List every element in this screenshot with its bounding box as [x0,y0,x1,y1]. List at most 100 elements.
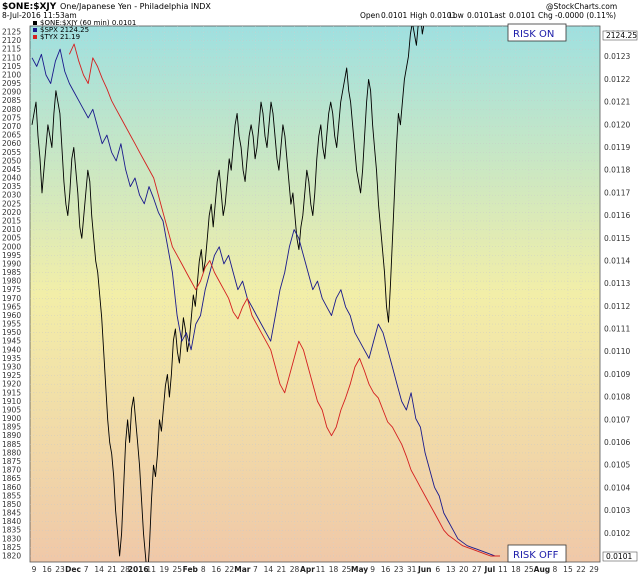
x-tick-label: 21 [277,565,287,574]
left-tick-label: 1985 [2,268,21,277]
x-tick-label: 23 [394,565,404,574]
left-tick-label: 2085 [2,96,21,105]
x-tick-label: May [351,565,368,574]
legend-swatch-spx [33,28,37,32]
right-tick-label: 0.0109 [604,370,630,379]
left-tick-label: 1900 [2,414,21,423]
right-tick-label: 0.0110 [604,347,630,356]
x-tick-label: 19 [159,565,169,574]
right-tick-label: 0.0107 [604,415,630,424]
risk-on-box [507,23,567,42]
series-line-xjy [31,26,425,562]
x-tick-label: Feb [183,565,199,574]
right-tick-label: 0.0117 [604,188,630,197]
right-tick-label: 0.0105 [604,461,630,470]
legend-label-spx: $SPX 2124.25 [40,26,89,34]
left-tick-label: 1890 [2,431,21,440]
last-value: 0.0101 [509,11,535,20]
series-line-tyx [68,43,500,557]
left-tick-label: 2110 [2,53,21,62]
x-tick-label: 25 [524,565,534,574]
left-tick-label: 1905 [2,405,21,414]
legend: $ONE:$XJY (60 min) 0.0101 $SPX 2124.25 $… [33,19,136,41]
left-tick-label: 2105 [2,62,21,71]
x-tick-label: 11 [146,565,156,574]
x-tick-label: 13 [446,565,456,574]
left-tick-label: 1990 [2,259,21,268]
x-tick-label: 28 [120,565,130,574]
x-tick-label: 15 [563,565,573,574]
x-tick-label: 25 [172,565,182,574]
left-tick-label: 1820 [2,552,21,561]
left-tick-label: 2015 [2,216,21,225]
x-tick-label: 18 [329,565,339,574]
left-tick-label: 2045 [2,165,21,174]
left-tick-label: 2060 [2,139,21,148]
legend-swatch-tyx [33,35,37,39]
risk-off-annotation: RISK OFF [507,544,567,563]
x-tick-label: Jul [483,565,495,574]
legend-swatch-xjy [33,21,37,25]
left-tick-label: 1940 [2,345,21,354]
right-tick-label: 0.0108 [604,393,630,402]
left-tick-label: 1860 [2,483,21,492]
x-tick-label: Apr [300,565,315,574]
left-tick-label: 1960 [2,311,21,320]
x-tick-label: 11 [498,565,508,574]
left-tick-label: 2070 [2,122,21,131]
right-tick-label: 0.0118 [604,166,630,175]
left-tick-label: 2005 [2,234,21,243]
risk-on-annotation: RISK ON [507,23,567,42]
x-tick-label: 20 [459,565,469,574]
chg-label: Chg [538,11,553,20]
left-tick-label: 2100 [2,70,21,79]
left-tick-label: 1965 [2,302,21,311]
left-tick-label: 1945 [2,337,21,346]
left-tick-label: 2120 [2,36,21,45]
left-tick-label: 2030 [2,191,21,200]
left-tick-label: 2050 [2,156,21,165]
right-tick-label: 0.0104 [604,483,630,492]
chg-value: -0.0000 (0.11%) [555,11,616,20]
x-tick-label: 7 [253,565,258,574]
high-value: 0.0101 [430,11,456,20]
x-tick-label: 16 [212,565,222,574]
left-tick-label: 2115 [2,45,21,54]
left-tick-label: 1980 [2,277,21,286]
left-tick-label: 2075 [2,113,21,122]
right-tick-label: 0.0123 [604,52,630,61]
left-tick-label: 1850 [2,500,21,509]
left-tick-label: 2090 [2,88,21,97]
left-tick-label: 1995 [2,251,21,260]
left-tick-label: 2055 [2,148,21,157]
x-tick-label: 14 [264,565,274,574]
risk-on-label: RISK ON [513,29,554,40]
left-tick-label: 1935 [2,354,21,363]
brand-mark: @StockCharts.com [546,2,617,11]
series-line-spx [31,48,500,557]
left-tick-label: 1825 [2,543,21,552]
x-tick-label: Jun [417,565,431,574]
left-tick-label: 2035 [2,182,21,191]
x-tick-label: 8 [553,565,558,574]
left-tick-label: 1895 [2,423,21,432]
left-tick-label: 2125 [2,28,21,37]
badge-xjy-value: 0.0101 [606,552,632,561]
last-label: Last [490,11,506,20]
x-tick-label: 6 [435,565,440,574]
x-tick-label: 31 [407,565,417,574]
risk-off-box [507,544,567,563]
left-tick-label: 2095 [2,79,21,88]
left-tick-label: 1880 [2,448,21,457]
left-tick-label: 2040 [2,174,21,183]
legend-entry: $TYX 21.19 [33,33,80,41]
legend-entry: $ONE:$XJY (60 min) 0.0101 [33,19,136,27]
badge-spx-box [602,30,638,41]
x-tick-label: 18 [511,565,521,574]
x-tick-label: 11 [316,565,326,574]
left-tick-label: 2025 [2,199,21,208]
right-tick-label: 0.0119 [604,143,630,152]
x-tick-label: 22 [576,565,586,574]
x-tick-label: 23 [55,565,65,574]
